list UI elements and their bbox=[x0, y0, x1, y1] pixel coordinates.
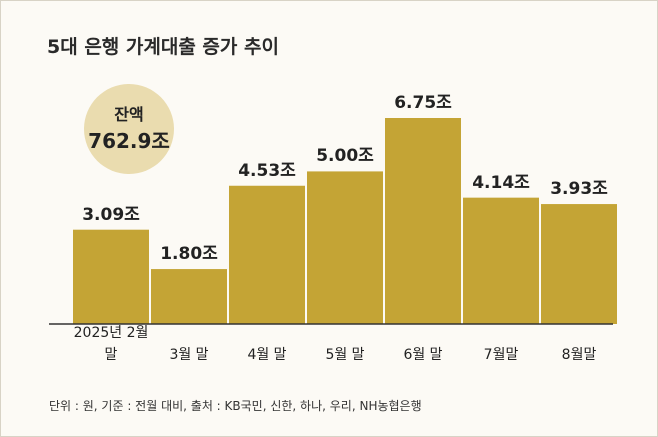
bar bbox=[541, 204, 617, 324]
x-tick-label: 3월 말 bbox=[169, 347, 209, 363]
value-label: 3.93조 bbox=[550, 179, 608, 200]
x-tick-label: 8월말 bbox=[561, 347, 597, 363]
bar bbox=[307, 171, 383, 324]
value-label: 6.75조 bbox=[394, 93, 452, 113]
balance-bubble bbox=[84, 84, 174, 174]
x-tick-label: 6월 말 bbox=[403, 347, 443, 363]
bar bbox=[151, 269, 227, 324]
balance-label: 잔액 bbox=[114, 105, 144, 124]
value-label: 5.00조 bbox=[316, 146, 374, 167]
bar bbox=[463, 197, 539, 324]
x-tick-label: 7월말 bbox=[483, 347, 519, 363]
chart-title: 5대 은행 가계대출 증가 추이 bbox=[47, 36, 279, 58]
value-label: 3.09조 bbox=[82, 204, 140, 225]
x-tick-label: 2025년 2월 말 bbox=[73, 325, 149, 363]
source-note: 단위 : 원, 기준 : 전월 대비, 출처 : KB국민, 신한, 하나, 우… bbox=[49, 399, 422, 413]
bar bbox=[385, 118, 461, 324]
value-label: 1.80조 bbox=[160, 244, 218, 265]
bar bbox=[229, 185, 305, 324]
balance-value: 762.9조 bbox=[88, 129, 170, 153]
x-tick-label: 5월 말 bbox=[325, 347, 365, 363]
x-tick-label: 4월 말 bbox=[247, 347, 287, 363]
bar bbox=[73, 229, 149, 324]
value-label: 4.14조 bbox=[472, 172, 530, 193]
value-label: 4.53조 bbox=[238, 160, 296, 181]
